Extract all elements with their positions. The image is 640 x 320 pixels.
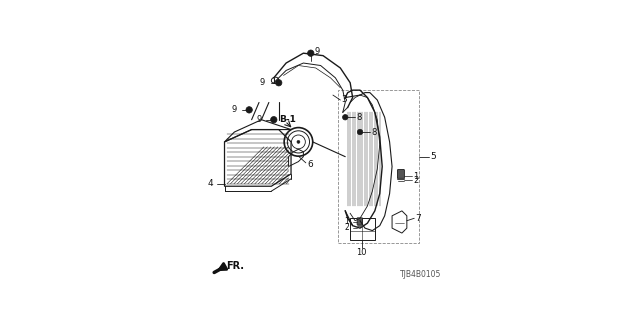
Circle shape [357,129,363,135]
Text: 9: 9 [232,105,237,114]
Circle shape [275,80,282,86]
FancyBboxPatch shape [357,218,362,225]
Text: 8: 8 [356,113,362,122]
Text: TJB4B0105: TJB4B0105 [400,270,442,279]
FancyBboxPatch shape [397,170,404,178]
Text: 9: 9 [314,47,320,56]
Text: 5: 5 [430,152,436,161]
Circle shape [308,50,314,56]
Circle shape [297,140,300,143]
Text: 9: 9 [260,78,265,87]
Text: 1: 1 [344,217,349,226]
Text: 10: 10 [356,248,367,257]
Text: 2: 2 [413,176,419,185]
Text: 3: 3 [342,95,348,105]
Text: 8: 8 [371,128,376,137]
Circle shape [271,116,277,123]
Circle shape [342,115,348,120]
Bar [350,218,375,240]
Text: B-1: B-1 [279,115,296,124]
Bar [338,90,419,243]
Text: 1: 1 [413,172,419,181]
Text: 4: 4 [207,179,213,188]
Text: FR.: FR. [227,260,244,271]
Text: 2: 2 [344,223,349,232]
Text: 7: 7 [415,214,421,223]
Text: 6: 6 [307,160,313,169]
Text: 9: 9 [256,115,262,124]
Circle shape [246,107,252,113]
